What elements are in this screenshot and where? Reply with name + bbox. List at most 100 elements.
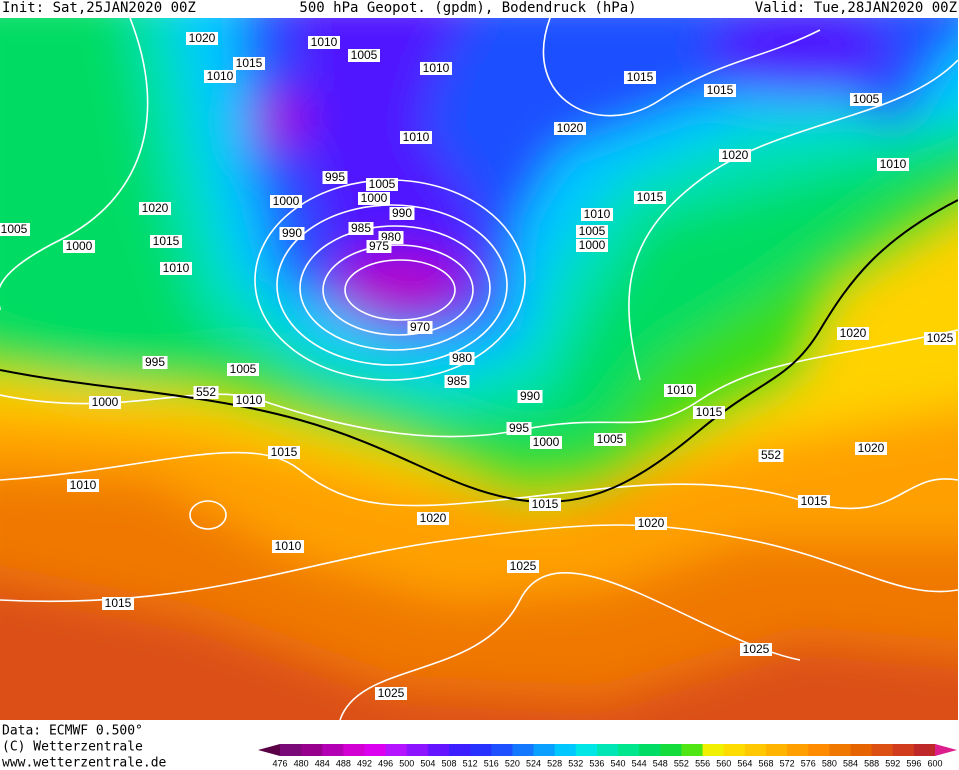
colorbar-segment (406, 744, 429, 756)
colorbar-segment (639, 744, 661, 756)
colorbar-tick-label: 580 (822, 758, 837, 768)
colorbar-segment (280, 744, 302, 756)
label-box (634, 191, 666, 204)
label-box (758, 449, 784, 462)
label-box (507, 560, 539, 573)
contour-label: 1000 (92, 395, 119, 409)
label-box (366, 240, 392, 253)
label-box (740, 643, 772, 656)
contour-label: 1015 (532, 497, 559, 511)
label-box (102, 597, 134, 610)
colorbar-tick-label: 564 (737, 758, 752, 768)
contour-label: 1005 (579, 224, 606, 238)
data-source: Data: ECMWF 0.500° (2, 724, 143, 739)
label-box (63, 240, 95, 253)
contour-label: 980 (452, 351, 472, 365)
colorbar-segment (744, 744, 767, 756)
label-box (279, 227, 305, 240)
contour-label: 995 (145, 355, 165, 369)
label-box (594, 433, 626, 446)
contour-label: 1020 (189, 31, 216, 45)
colorbar-segment (575, 744, 598, 756)
label-box (400, 131, 432, 144)
contour-label: 1010 (236, 393, 263, 407)
label-box (554, 122, 586, 135)
colorbar-segment (449, 744, 471, 756)
label-box (233, 57, 265, 70)
label-box (0, 223, 30, 236)
contour-label: 1005 (351, 48, 378, 62)
colorbar-segment (343, 744, 366, 756)
contour-label: 1010 (423, 61, 450, 75)
colorbar-segment (829, 744, 851, 756)
contour-label: 1015 (236, 56, 263, 70)
colorbar-segment (702, 744, 725, 756)
website: www.wetterzentrale.de (2, 756, 167, 770)
contour-label: 1005 (369, 177, 396, 191)
label-box (150, 235, 182, 248)
contour-label: 990 (520, 389, 540, 403)
contour-label: 1000 (533, 435, 560, 449)
contour-label: 1000 (361, 191, 388, 205)
label-box (139, 202, 171, 215)
colorbar-segment (787, 744, 809, 756)
label-box (348, 49, 380, 62)
label-box (530, 436, 562, 449)
label-box (142, 356, 168, 369)
colorbar-tick-label: 484 (315, 758, 330, 768)
colorbar-segment (892, 744, 915, 756)
contour-label: 1010 (667, 383, 694, 397)
label-box (798, 495, 830, 508)
label-box (624, 71, 656, 84)
label-box (576, 225, 608, 238)
colorbar-tick-label: 476 (272, 758, 287, 768)
colorbar-segment (301, 744, 323, 756)
contour-label: 1010 (275, 539, 302, 553)
colorbar-segment (808, 744, 830, 756)
contour-label: 1020 (142, 201, 169, 215)
contour-label: 1005 (230, 362, 257, 376)
contour-label: 1020 (722, 148, 749, 162)
contour-label: 995 (509, 421, 529, 435)
label-box (855, 442, 887, 455)
label-box (449, 352, 475, 365)
contour-label: 1020 (557, 121, 584, 135)
colorbar-tick-label: 528 (547, 758, 562, 768)
colorbar-tick-label: 492 (357, 758, 372, 768)
colorbar-segment (322, 744, 344, 756)
colorbar-segment (681, 744, 704, 756)
contour-label: 552 (196, 385, 216, 399)
colorbar-tick-label: 592 (885, 758, 900, 768)
contour-label: 1015 (707, 83, 734, 97)
label-box (89, 396, 121, 409)
contour-label: 990 (282, 226, 302, 240)
contour-label: 1025 (510, 559, 537, 573)
label-box (417, 512, 449, 525)
label-box (233, 394, 265, 407)
colorbar-tick-label: 496 (378, 758, 393, 768)
colorbar-segment (554, 744, 577, 756)
label-box (193, 386, 219, 399)
label-box (375, 687, 407, 700)
contour-label: 1005 (597, 432, 624, 446)
colorbar-tick-label: 536 (589, 758, 604, 768)
contour-label: 1025 (927, 331, 954, 345)
label-box (693, 406, 725, 419)
label-box (877, 158, 909, 171)
colorbar-tick-label: 600 (927, 758, 942, 768)
contour-label: 1015 (271, 445, 298, 459)
colorbar-arrow (935, 744, 957, 756)
valid-time: Valid: Tue,28JAN2020 00Z (755, 0, 957, 16)
contour-label: 1010 (403, 130, 430, 144)
colorbar-tick-label: 520 (505, 758, 520, 768)
label-box (581, 208, 613, 221)
colorbar-segment (660, 744, 682, 756)
label-box (529, 498, 561, 511)
label-box (719, 149, 751, 162)
label-box (272, 540, 304, 553)
label-box (227, 363, 259, 376)
contour-label: 1005 (853, 92, 880, 106)
